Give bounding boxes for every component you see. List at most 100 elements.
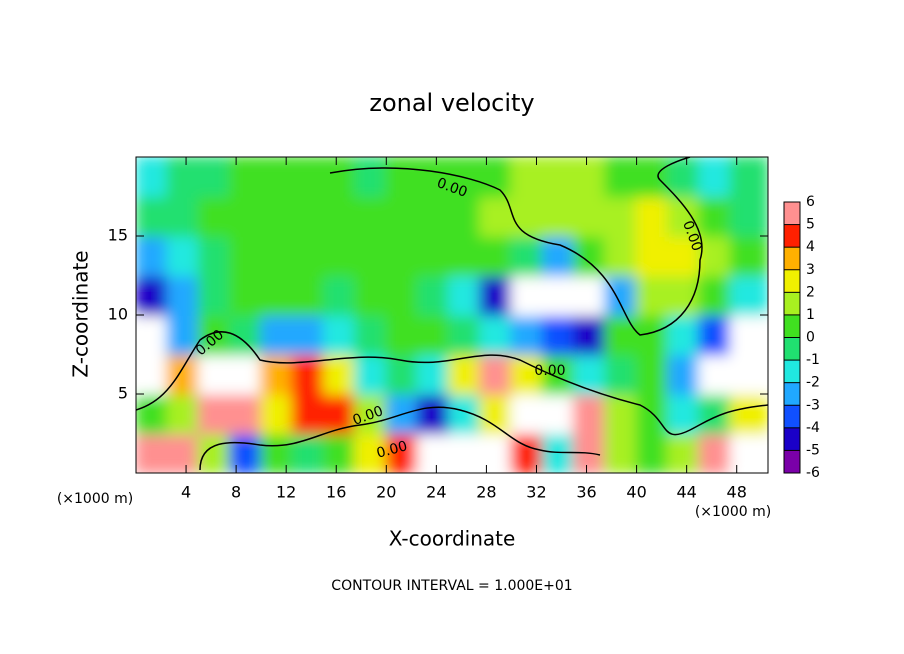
cell [479, 157, 513, 198]
cell [322, 235, 357, 277]
cell [322, 393, 357, 435]
colorbar-swatch [784, 247, 800, 270]
cell [541, 314, 576, 356]
chart-title: zonal velocity [369, 89, 534, 117]
cell [416, 235, 450, 277]
cell [604, 274, 638, 316]
cell [322, 314, 357, 356]
colorbar-tick-label: -5 [806, 442, 820, 458]
colorbar-swatch [784, 427, 800, 451]
colorbar-tick-label: 2 [806, 284, 815, 300]
cell [510, 393, 544, 435]
y-unit-label: (×1000 m) [57, 491, 133, 507]
cell [729, 353, 768, 395]
cell [447, 274, 482, 316]
cell [260, 314, 294, 356]
cell [416, 274, 450, 316]
x-tick-label: 32 [526, 483, 546, 502]
cell [228, 195, 263, 237]
x-tick-label: 16 [326, 483, 346, 502]
cell [510, 432, 544, 473]
cell [479, 195, 513, 237]
footer: CONTOUR INTERVAL = 1.000E+01 [331, 578, 572, 594]
cell [166, 393, 200, 435]
cell [197, 274, 231, 316]
cell [510, 235, 544, 277]
cell [260, 157, 294, 198]
cell [416, 314, 450, 356]
contour-label: 0.00 [534, 363, 565, 379]
cell [604, 314, 638, 356]
cell [479, 235, 513, 277]
cell [666, 195, 701, 237]
cell [136, 432, 169, 473]
cell [228, 432, 263, 473]
colorbar-swatch [784, 405, 800, 428]
cell [416, 195, 450, 237]
colorbar-frame [783, 201, 801, 474]
cell [136, 235, 169, 277]
cell [136, 274, 169, 316]
cell [698, 353, 732, 395]
colorbar-tick-label: 0 [806, 330, 815, 346]
x-tick-label: 4 [181, 483, 191, 502]
cell [666, 274, 701, 316]
cell [136, 393, 169, 435]
y-tick-label: 10 [108, 305, 128, 324]
cell [698, 235, 732, 277]
cell [510, 353, 544, 395]
cell [729, 432, 768, 473]
colorbar-swatch [784, 337, 800, 361]
cell [166, 235, 200, 277]
colorbar-tick-label: -4 [806, 420, 820, 436]
cell [698, 314, 732, 356]
colorbar-swatch [784, 382, 800, 406]
cell [541, 235, 576, 277]
cell [354, 157, 388, 198]
contour-line [329, 157, 703, 336]
colorbar-swatch [784, 224, 800, 248]
cell [322, 195, 357, 237]
cell [197, 195, 231, 237]
cell [447, 235, 482, 277]
colorbar-tick-label: 3 [806, 262, 815, 278]
contour-lines [136, 157, 768, 471]
cell [416, 353, 450, 395]
cell [573, 393, 607, 435]
cell [197, 393, 231, 435]
cell [136, 157, 169, 198]
cell [635, 195, 669, 237]
cell [228, 353, 263, 395]
cell [354, 195, 388, 237]
cell [729, 157, 768, 198]
cell [228, 235, 263, 277]
cell [228, 274, 263, 316]
cell [385, 274, 419, 316]
cell [260, 353, 294, 395]
cell [729, 393, 768, 435]
cell [666, 235, 701, 277]
cell [197, 353, 231, 395]
y-tick-label: 15 [108, 226, 128, 245]
contour-line [136, 331, 768, 436]
cell [635, 235, 669, 277]
colorbar-swatch [784, 269, 800, 293]
cell [354, 314, 388, 356]
cell [447, 432, 482, 473]
cell [447, 393, 482, 435]
cell [479, 353, 513, 395]
cell [197, 432, 231, 473]
cell [228, 157, 263, 198]
contour-label: 0.00 [375, 438, 409, 462]
colorbar-tick-label: -1 [806, 352, 820, 368]
x-tick-label: 24 [426, 483, 446, 502]
cell [635, 274, 669, 316]
cell [573, 195, 607, 237]
x-tick-label: 28 [476, 483, 496, 502]
cell [510, 314, 544, 356]
x-tick-label: 40 [626, 483, 646, 502]
cell [166, 157, 200, 198]
cell [291, 235, 325, 277]
y-axis-label: Z-coordinate [69, 250, 93, 377]
